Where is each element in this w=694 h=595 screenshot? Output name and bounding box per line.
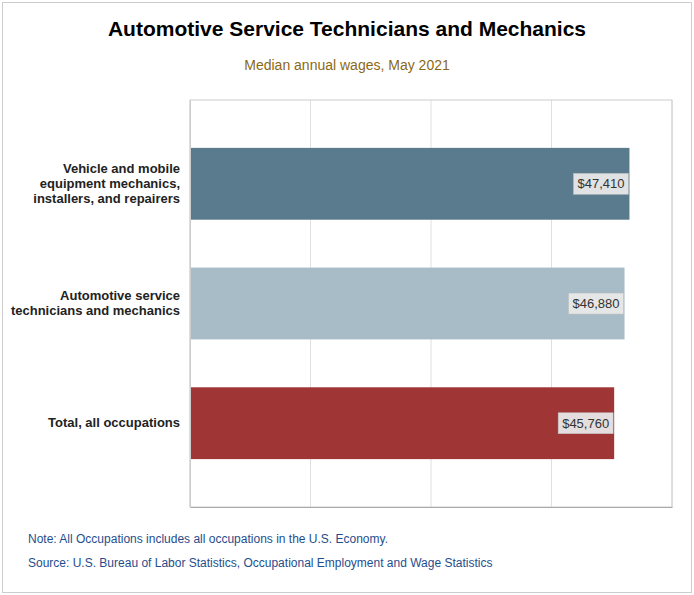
plot-frame [190, 100, 672, 507]
bar [190, 268, 625, 340]
x-axis [191, 507, 673, 509]
y-tick-label-line: equipment mechanics, [40, 176, 180, 191]
data-labels: $45,760 $46,880 $47,410 [558, 173, 628, 433]
data-label-box [558, 413, 613, 434]
data-label-box [569, 293, 624, 314]
grid [190, 100, 672, 507]
page-border [3, 3, 692, 593]
data-label-group: $47,410 [573, 173, 628, 194]
note: Note: All Occupations includes all occup… [28, 532, 388, 546]
y-tick-label-line: Total, all occupations [48, 415, 180, 430]
data-label-box [573, 173, 628, 194]
x-axis-line [191, 507, 673, 508]
data-label: $45,760 [562, 416, 609, 431]
title: Automotive Service Technicians and Mecha… [108, 17, 586, 40]
note: Source: U.S. Bureau of Labor Statistics,… [28, 556, 492, 570]
bars [190, 148, 629, 459]
data-label: $47,410 [577, 176, 624, 191]
chart-svg: Automotive Service Technicians and Mecha… [0, 0, 694, 595]
y-tick: Total, all occupations [48, 415, 190, 430]
data-label-group: $46,880 [569, 293, 624, 314]
y-tick-label-line: Automotive service [60, 288, 180, 303]
y-tick-label-line: installers, and repairers [33, 191, 180, 206]
subtitle: Median annual wages, May 2021 [244, 57, 450, 73]
bar [190, 387, 614, 459]
y-tick-label: Automotive servicetechnicians and mechan… [11, 288, 180, 318]
y-tick-label-line: Vehicle and mobile [63, 161, 180, 176]
y-tick-label: Vehicle and mobileequipment mechanics,in… [33, 161, 180, 206]
y-tick: Vehicle and mobileequipment mechanics,in… [33, 161, 190, 206]
bar [190, 148, 629, 220]
y-axis: Total, all occupations Automotive service… [11, 101, 191, 508]
y-tick-label-line: technicians and mechanics [11, 303, 180, 318]
y-tick-label: Total, all occupations [48, 415, 180, 430]
data-label-group: $45,760 [558, 413, 613, 434]
y-axis-line [190, 101, 191, 508]
data-label: $46,880 [573, 296, 620, 311]
plot-area: Total, all occupations Automotive service… [11, 100, 673, 508]
y-tick: Automotive servicetechnicians and mechan… [11, 288, 190, 318]
